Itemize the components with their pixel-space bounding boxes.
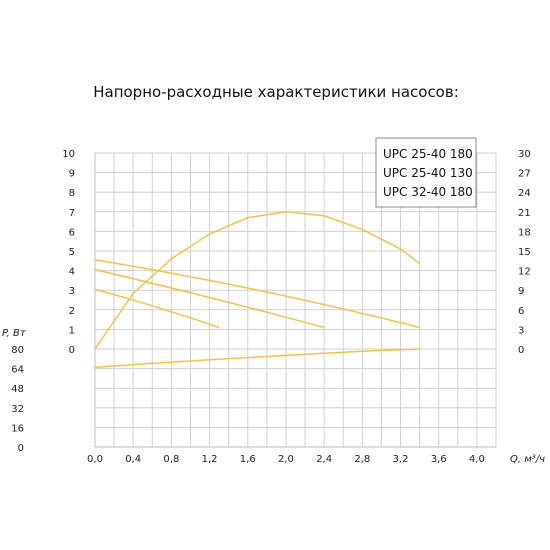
y-tick-label-power: 16	[11, 423, 24, 434]
x-tick-label: 0,0	[87, 454, 103, 465]
y-tick-label-head: 2	[69, 306, 75, 317]
x-tick-label: 3,2	[393, 454, 409, 465]
y-tick-label-head: 10	[62, 149, 75, 160]
y-tick-label-head: 1	[69, 325, 75, 336]
x-tick-label: 3,6	[431, 454, 447, 465]
legend-entry-1: UPC 25-40 180	[383, 147, 473, 161]
y-tick-label-power: 48	[11, 384, 24, 395]
y-tick-label-right: 24	[518, 188, 531, 199]
y-tick-label-head: 4	[69, 267, 75, 278]
y-tick-label-head: 8	[69, 188, 75, 199]
x-tick-label: 2,4	[316, 454, 332, 465]
y-axis-title-power: P, Вт	[2, 328, 27, 339]
head-curve-line	[94, 288, 220, 329]
x-tick-label: 1,6	[240, 454, 256, 465]
efficiency-curve-line	[94, 211, 421, 350]
y-tick-label-right: 15	[518, 247, 531, 258]
y-tick-label-head: 5	[69, 247, 75, 258]
x-tick-label: 0,4	[125, 454, 141, 465]
y-tick-label-right: 27	[518, 169, 531, 180]
y-tick-label-right: 0	[518, 345, 524, 356]
legend-box	[375, 137, 477, 208]
power-curve-line	[94, 348, 420, 369]
y-tick-label-right: 9	[518, 286, 524, 297]
y-tick-label-power: 80	[11, 345, 24, 356]
y-tick-label-right: 30	[518, 149, 531, 160]
y-tick-label-power: 32	[11, 404, 24, 415]
y-tick-label-head: 7	[69, 208, 75, 219]
x-tick-label: 2,8	[354, 454, 370, 465]
y-tick-label-head: 9	[69, 169, 75, 180]
y-tick-label-right: 21	[518, 208, 531, 219]
y-tick-label-power: 64	[11, 365, 24, 376]
head-curve-line	[94, 268, 325, 329]
y-tick-label-right: 18	[518, 227, 531, 238]
y-tick-label-right: 3	[518, 325, 524, 336]
y-tick-label-head: 6	[69, 227, 75, 238]
y-tick-label-right: 6	[518, 306, 524, 317]
chart-title: Напорно-расходные характеристики насосов…	[93, 83, 459, 101]
y-tick-label-head: 0	[69, 345, 75, 356]
x-tick-label: 0,8	[163, 454, 179, 465]
x-tick-label: 4,0	[469, 454, 485, 465]
y-tick-label-power: 0	[18, 443, 24, 454]
x-tick-label: 1,2	[202, 454, 218, 465]
legend-entry-3: UPC 32-40 180	[383, 185, 473, 199]
x-tick-label: 2,0	[278, 454, 294, 465]
x-axis-title: Q, м³/ч	[510, 454, 545, 465]
y-tick-label-head: 3	[69, 286, 75, 297]
legend-entry-2: UPC 25-40 130	[383, 166, 473, 180]
series-lines	[94, 211, 421, 369]
y-tick-label-right: 12	[518, 267, 531, 278]
legend: UPC 25-40 180 UPC 25-40 130 UPC 32-40 18…	[375, 137, 477, 208]
grid	[94, 152, 497, 448]
head-curve-line	[94, 259, 420, 329]
